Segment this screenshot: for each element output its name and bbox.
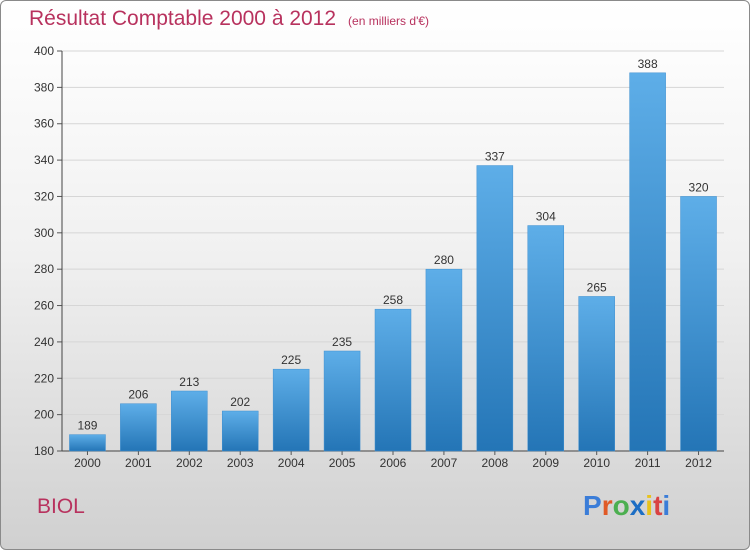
bar-2012 [680,196,717,452]
x-tick-label: 2002 [176,456,203,470]
data-label-2011: 388 [638,57,658,71]
x-tick-label: 2003 [227,456,254,470]
y-tick-label: 320 [34,189,54,203]
x-tick-label: 2009 [532,456,559,470]
data-label-2003: 202 [230,395,250,409]
x-tick-label: 2010 [583,456,610,470]
data-label-2007: 280 [434,253,454,267]
data-label-2009: 304 [536,210,556,224]
data-label-2010: 265 [587,280,607,294]
data-label-2000: 189 [77,419,97,433]
place-name: BIOL [37,495,85,518]
bar-2008 [476,165,514,452]
data-label-2006: 258 [383,293,403,307]
bar-2004 [272,368,310,452]
proxiti-logo: Proxiti [583,490,670,522]
bar-2005 [323,350,361,452]
data-label-2012: 320 [689,180,709,194]
bar-2006 [374,308,412,452]
logo-letter: x [629,490,646,521]
x-tick-label: 2011 [635,456,661,470]
bars [69,72,717,452]
data-labels: 189 206 213 202 225 235 258 280 337 304 265 388 320 [77,57,708,433]
y-tick-label: 400 [34,44,54,58]
x-tick-label: 2000 [74,456,101,470]
y-tick-label: 180 [34,444,54,458]
bar-2002 [171,390,208,452]
x-tick-label: 2008 [481,456,508,470]
data-label-2001: 206 [128,388,148,402]
bar-2000 [69,434,106,452]
x-tick-label: 2007 [431,456,458,470]
y-tick-label: 240 [34,335,54,349]
y-tick-label: 300 [34,226,54,240]
bar-2009 [527,225,565,452]
bar-2003 [221,410,259,452]
logo-letter: i [662,490,671,521]
y-tick-label: 280 [34,262,54,276]
x-tick-label: 2012 [685,456,712,470]
title-text: Résultat Comptable 2000 à 2012 [29,7,337,30]
logo-letter: i [645,490,654,521]
y-tick-label: 360 [34,117,54,131]
chart-title: Résultat Comptable 2000 à 2012 (en millie… [29,7,429,31]
bar-2001 [120,403,157,452]
y-tick-label: 380 [34,80,54,94]
bar-2007 [425,268,463,452]
logo-letter: t [653,490,663,521]
logo-letter: r [601,490,613,521]
bar-2011 [629,72,666,452]
logo-letter: P [583,490,602,521]
data-label-2004: 225 [281,353,301,367]
y-tick-label: 200 [34,408,54,422]
logo-letter: o [612,490,630,521]
x-tick-label: 2001 [125,456,152,470]
x-tick-label: 2004 [278,456,305,470]
chart-subtitle: (en milliers d'€) [348,14,430,28]
bar-2010 [578,296,615,452]
data-label-2008: 337 [485,150,505,164]
y-tick-label: 260 [34,299,54,313]
axes: 180 200 220 240 260 280 300 320 340 360 380 400 2000… [34,44,724,470]
x-tick-label: 2006 [380,456,407,470]
data-label-2005: 235 [332,335,352,349]
y-tick-label: 340 [34,153,54,167]
data-label-2002: 213 [179,375,199,389]
x-tick-label: 2005 [329,456,356,470]
y-tick-label: 220 [34,371,54,385]
